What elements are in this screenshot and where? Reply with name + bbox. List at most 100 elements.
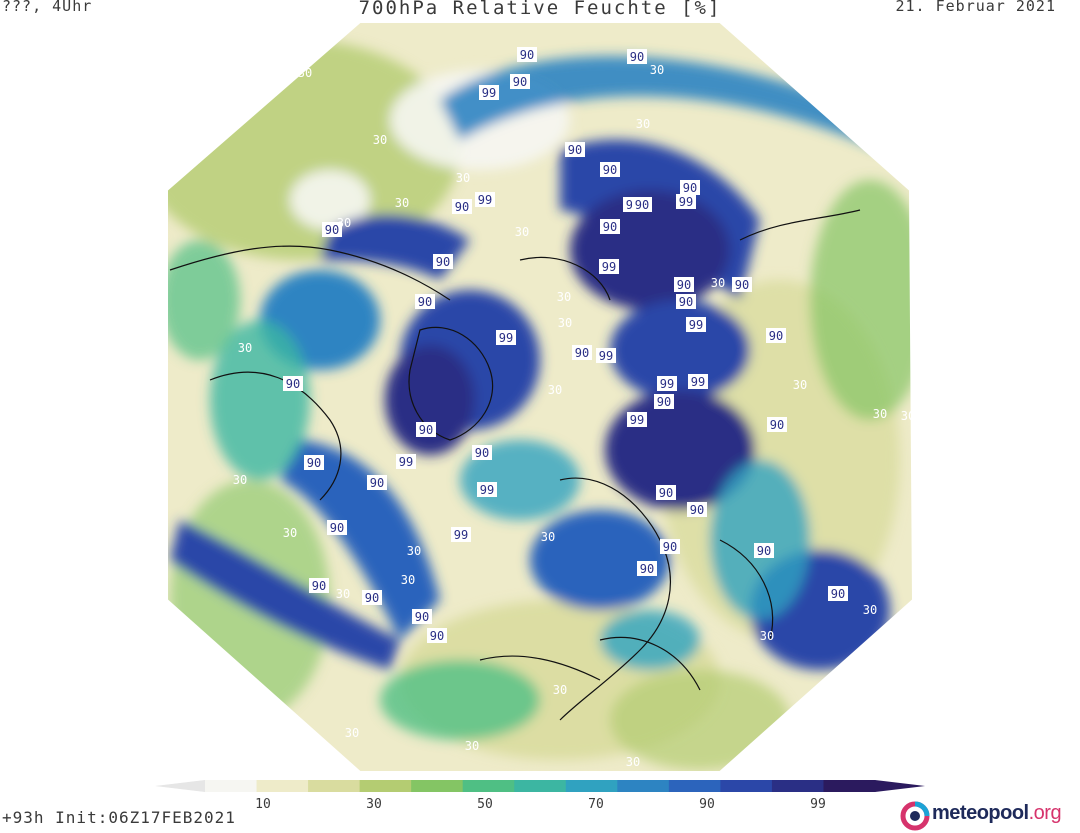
colorbar-tick-label: 50 [477,797,493,812]
colorbar-segment [359,780,412,792]
contour-label: 30 [650,63,664,77]
svg-text:90: 90 [635,198,649,212]
meteopool-logo[interactable]: meteopool.org [900,799,1080,833]
contour-label: 90 [680,180,700,195]
contour-label: 30 [636,117,650,131]
contour-label: 30 [407,544,421,558]
contour-label: 90 [415,294,435,309]
contour-label: 30 [345,726,359,740]
svg-text:30: 30 [553,683,567,697]
contour-label: 99 [496,330,516,345]
contour-label: 90 [510,74,530,89]
contour-label: 90 [637,561,657,576]
forecast-date-label: 21. Februar 2021 [895,0,1056,15]
svg-text:30: 30 [760,629,774,643]
svg-text:30: 30 [345,726,359,740]
svg-text:30: 30 [373,133,387,147]
contour-label: 99 [657,376,677,391]
contour-label: 99 [451,527,471,542]
svg-text:30: 30 [793,378,807,392]
contour-label: 90 [572,345,592,360]
colorbar-segment [205,780,258,792]
svg-text:90: 90 [679,295,693,309]
colorbar-segment [308,780,361,792]
colorbar-segment [823,780,876,792]
svg-text:30: 30 [407,544,421,558]
svg-text:30: 30 [901,409,915,423]
contour-label: 30 [395,196,409,210]
contour-label: 30 [515,225,529,239]
contour-label: 30 [557,290,571,304]
contour-label: 90 [427,628,447,643]
svg-text:30: 30 [336,587,350,601]
svg-text:90: 90 [568,143,582,157]
contour-label: 30 [863,603,877,617]
svg-text:30: 30 [515,225,529,239]
svg-text:30: 30 [401,573,415,587]
contour-label: 90 [828,586,848,601]
svg-text:90: 90 [325,223,339,237]
contour-label: 90 [452,199,472,214]
contour-label: 30 [793,378,807,392]
svg-text:90: 90 [455,200,469,214]
contour-label: 30 [233,473,247,487]
contour-label: 90 [367,475,387,490]
contour-label: 99 [688,374,708,389]
colorbar-segment [617,780,670,792]
svg-text:30: 30 [873,407,887,421]
contour-label: 30 [456,171,470,185]
svg-text:90: 90 [513,75,527,89]
contour-label: 90 [327,520,347,535]
colorbar-segment [462,780,515,792]
svg-text:90: 90 [831,587,845,601]
svg-text:99: 99 [478,193,492,207]
coastlines [169,209,861,721]
contour-label: 99 [596,348,616,363]
contour-label: 30 [401,573,415,587]
contour-label: 90 [632,197,652,212]
contour-label: 90 [687,502,707,517]
contour-label: 90 [676,294,696,309]
svg-text:30: 30 [711,276,725,290]
svg-text:99: 99 [499,331,513,345]
colorbar-segment [668,780,721,792]
contour-label: 90 [656,485,676,500]
svg-text:90: 90 [770,418,784,432]
map-title: 700hPa Relative Feuchte [%] [358,0,722,19]
svg-text:30: 30 [541,530,555,544]
contour-label: 30 [465,739,479,753]
svg-text:30: 30 [395,196,409,210]
svg-text:99: 99 [399,455,413,469]
svg-text:90: 90 [436,255,450,269]
init-time-label: +93h Init:06Z17FEB2021 [2,808,236,827]
svg-text:30: 30 [465,739,479,753]
contour-label: 90 [766,328,786,343]
svg-text:99: 99 [689,318,703,332]
contour-label: 90 [322,222,342,237]
contour-label: 90 [412,609,432,624]
svg-text:99: 99 [679,195,693,209]
colorbar-under-arrow [155,780,205,792]
colorbar-segment [720,780,773,792]
svg-text:90: 90 [430,629,444,643]
svg-text:90: 90 [769,329,783,343]
svg-text:99: 99 [482,86,496,100]
contour-label: 30 [336,587,350,601]
contour-label: 90 [565,142,585,157]
svg-text:90: 90 [520,48,534,62]
svg-text:99: 99 [599,349,613,363]
forecast-time-label: ???, 4Uhr [2,0,93,15]
svg-text:90: 90 [677,278,691,292]
humidity-field [167,22,913,772]
colorbar-tick-label: 90 [699,797,715,812]
contour-label: 90 [309,578,329,593]
svg-text:30: 30 [557,290,571,304]
svg-text:99: 99 [630,413,644,427]
svg-text:90: 90 [659,486,673,500]
colorbar-segment [565,780,618,792]
svg-text:30: 30 [636,117,650,131]
svg-text:30: 30 [238,341,252,355]
svg-text:99: 99 [691,375,705,389]
svg-text:90: 90 [365,591,379,605]
humidity-colorbar [155,780,925,792]
